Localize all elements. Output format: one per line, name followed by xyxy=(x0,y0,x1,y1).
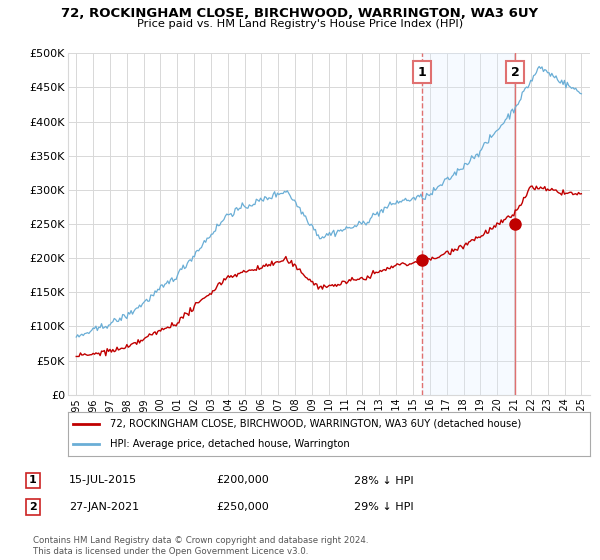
Bar xyxy=(422,53,515,395)
Text: 1: 1 xyxy=(29,475,37,486)
Text: 29% ↓ HPI: 29% ↓ HPI xyxy=(354,502,413,512)
Text: 72, ROCKINGHAM CLOSE, BIRCHWOOD, WARRINGTON, WA3 6UY (detached house): 72, ROCKINGHAM CLOSE, BIRCHWOOD, WARRING… xyxy=(110,419,521,429)
Text: 2: 2 xyxy=(511,66,520,79)
Text: 1: 1 xyxy=(418,66,427,79)
Text: 72, ROCKINGHAM CLOSE, BIRCHWOOD, WARRINGTON, WA3 6UY: 72, ROCKINGHAM CLOSE, BIRCHWOOD, WARRING… xyxy=(61,7,539,20)
Text: 15-JUL-2015: 15-JUL-2015 xyxy=(69,475,137,486)
Text: £200,000: £200,000 xyxy=(216,475,269,486)
Text: 27-JAN-2021: 27-JAN-2021 xyxy=(69,502,139,512)
Text: Price paid vs. HM Land Registry's House Price Index (HPI): Price paid vs. HM Land Registry's House … xyxy=(137,19,463,29)
Text: 28% ↓ HPI: 28% ↓ HPI xyxy=(354,475,413,486)
Text: HPI: Average price, detached house, Warrington: HPI: Average price, detached house, Warr… xyxy=(110,439,349,449)
Text: £250,000: £250,000 xyxy=(216,502,269,512)
Text: Contains HM Land Registry data © Crown copyright and database right 2024.
This d: Contains HM Land Registry data © Crown c… xyxy=(33,536,368,556)
Text: 2: 2 xyxy=(29,502,37,512)
